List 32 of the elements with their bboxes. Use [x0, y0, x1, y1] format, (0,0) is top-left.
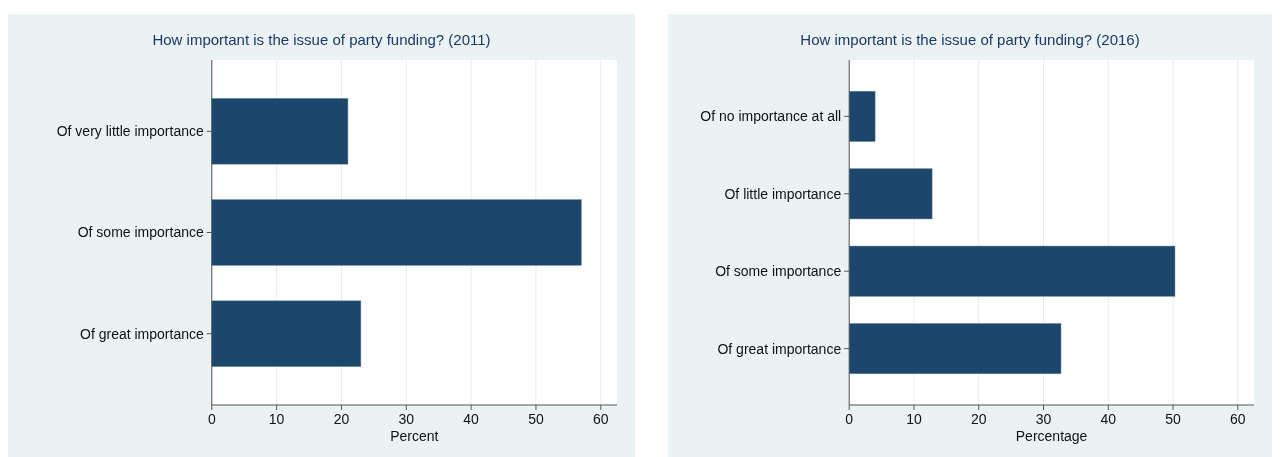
x-tick-label: 40	[463, 411, 480, 427]
x-tick-label: 0	[207, 411, 216, 427]
x-tick-label: 60	[1230, 411, 1246, 427]
y-tick-label: Of great importance	[80, 325, 204, 342]
y-tick-label: Of no importance at all	[700, 108, 842, 125]
x-axis-title: Percent	[390, 428, 439, 444]
x-tick-label: 60	[593, 411, 609, 427]
x-tick-label: 50	[528, 411, 544, 427]
bar	[211, 199, 582, 266]
bar	[848, 168, 933, 220]
bar	[848, 323, 1062, 375]
y-tick-label: Of very little importance	[56, 123, 204, 140]
x-axis-title: Percentage	[1015, 428, 1088, 444]
bar	[848, 245, 1176, 297]
x-tick-label: 0	[845, 411, 854, 427]
y-tick-label: Of little importance	[724, 185, 842, 202]
x-tick-label: 40	[1100, 411, 1117, 427]
x-tick-label: 10	[906, 411, 922, 427]
x-tick-label: 50	[1165, 411, 1182, 427]
y-tick-label: Of great importance	[717, 340, 842, 357]
y-tick-label: Of some importance	[77, 224, 204, 241]
bar	[211, 98, 349, 165]
bar	[211, 300, 362, 367]
chart-title: How important is the issue of party funding? (2016)	[800, 31, 1140, 48]
y-tick-label: Of some importance	[715, 263, 842, 280]
chart-title: How important is the issue of party funding? (2011)	[152, 31, 491, 48]
x-tick-label: 20	[333, 411, 350, 427]
x-tick-label: 20	[970, 411, 987, 427]
x-tick-label: 30	[1035, 411, 1052, 427]
x-tick-label: 10	[268, 411, 285, 427]
x-tick-label: 30	[398, 411, 415, 427]
bar	[848, 90, 876, 142]
